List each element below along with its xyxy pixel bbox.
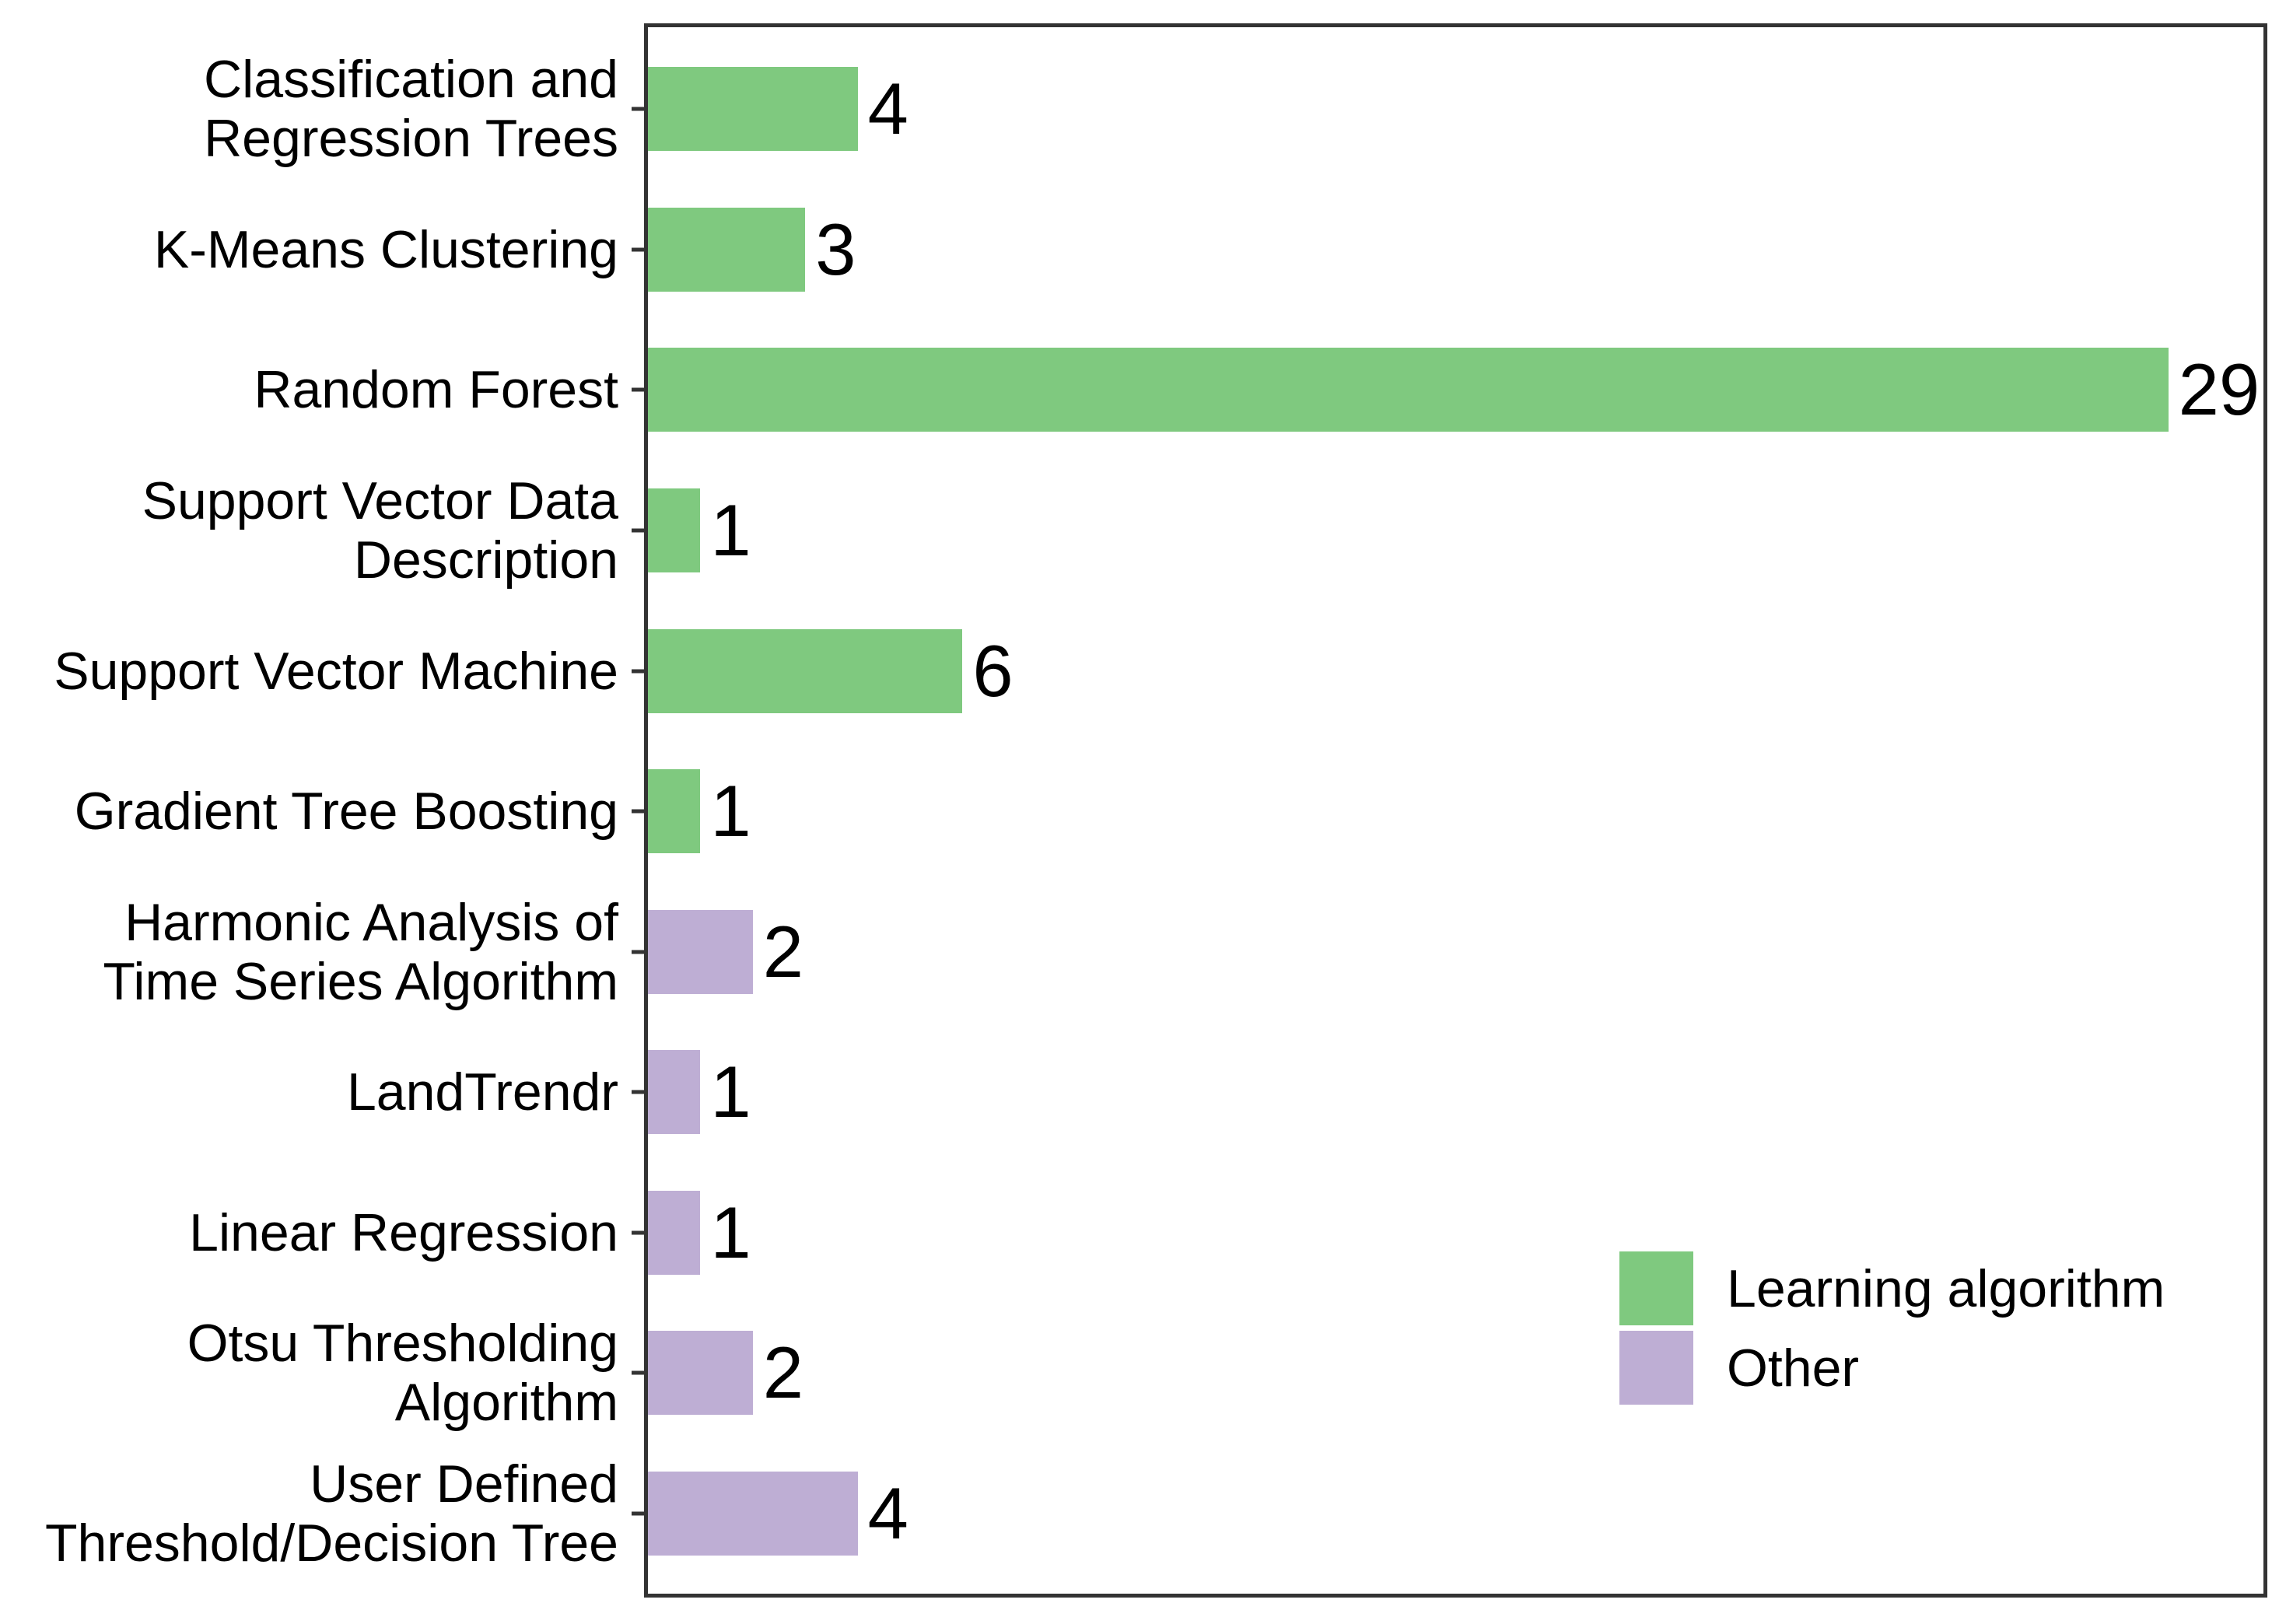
y-axis-tick-gradient-tree-boosting [632,809,646,814]
bar-support-vector-machine [648,628,963,713]
bar-random-forest [648,348,2169,432]
bar-value-label-harmonic-analysis-of-time-series-algorithm: 2 [762,910,804,992]
bar-value-label-user-defined-threshold-decision-tree: 4 [867,1472,908,1554]
y-axis-tick-user-defined-threshold-decision-tree [632,1511,646,1516]
y-axis-tick-k-means-clustering [632,247,646,252]
bar-value-label-k-means-clustering: 3 [815,208,856,290]
bar-value-label-classification-and-regression-trees: 4 [867,68,908,150]
y-axis-label-otsu-thresholding-algorithm: Otsu Thresholding Algorithm [187,1314,618,1433]
bar-landtrendr [648,1050,701,1135]
y-axis-label-k-means-clustering: K-Means Clustering [153,219,618,279]
bar-value-label-support-vector-data-description: 1 [710,489,751,572]
legend-entry-learning-algorithm: Learning algorithm [1619,1251,2165,1325]
bar-harmonic-analysis-of-time-series-algorithm [648,909,753,994]
y-axis-tick-harmonic-analysis-of-time-series-algorithm [632,950,646,954]
legend-entry-other: Other [1619,1331,2165,1405]
y-axis-label-harmonic-analysis-of-time-series-algorithm: Harmonic Analysis of Time Series Algorit… [103,892,618,1011]
y-axis-label-classification-and-regression-trees: Classification and Regression Trees [204,50,618,169]
bar-k-means-clustering [648,207,806,292]
y-axis-tick-support-vector-machine [632,669,646,674]
bar-value-label-linear-regression: 1 [710,1191,751,1273]
bar-otsu-thresholding-algorithm [648,1331,753,1416]
y-axis-label-support-vector-machine: Support Vector Machine [54,641,618,701]
y-axis-label-gradient-tree-boosting: Gradient Tree Boosting [74,782,618,842]
y-axis-tick-support-vector-data-description [632,528,646,533]
bar-value-label-otsu-thresholding-algorithm: 2 [762,1332,804,1414]
bar-value-label-gradient-tree-boosting: 1 [710,770,751,852]
y-axis-tick-linear-regression [632,1230,646,1235]
y-axis-tick-otsu-thresholding-algorithm [632,1370,646,1375]
y-axis-label-support-vector-data-description: Support Vector Data Description [142,471,618,590]
legend-label-other: Other [1727,1338,1860,1398]
bar-support-vector-data-description [648,488,701,573]
legend-label-learning-algorithm: Learning algorithm [1727,1258,2165,1318]
y-axis-label-random-forest: Random Forest [254,360,618,420]
legend: Learning algorithm Other [1619,1251,2165,1410]
legend-swatch-other [1619,1331,1693,1405]
bar-value-label-landtrendr: 1 [710,1051,751,1133]
y-axis-label-landtrendr: LandTrendr [346,1062,618,1122]
y-axis-label-user-defined-threshold-decision-tree: User Defined Threshold/Decision Tree [44,1454,618,1573]
y-axis-tick-landtrendr [632,1090,646,1094]
bar-value-label-random-forest: 29 [2178,348,2260,431]
bar-user-defined-threshold-decision-tree [648,1471,858,1556]
bar-linear-regression [648,1190,701,1275]
plot-panel-border [644,23,2267,1598]
y-axis-tick-random-forest [632,387,646,392]
y-axis-label-linear-regression: Linear Regression [189,1202,618,1262]
bar-gradient-tree-boosting [648,769,701,854]
bar-classification-and-regression-trees [648,67,858,152]
bar-value-label-support-vector-machine: 6 [972,629,1013,712]
legend-swatch-learning-algorithm [1619,1251,1693,1325]
y-axis-tick-classification-and-regression-trees [632,107,646,111]
